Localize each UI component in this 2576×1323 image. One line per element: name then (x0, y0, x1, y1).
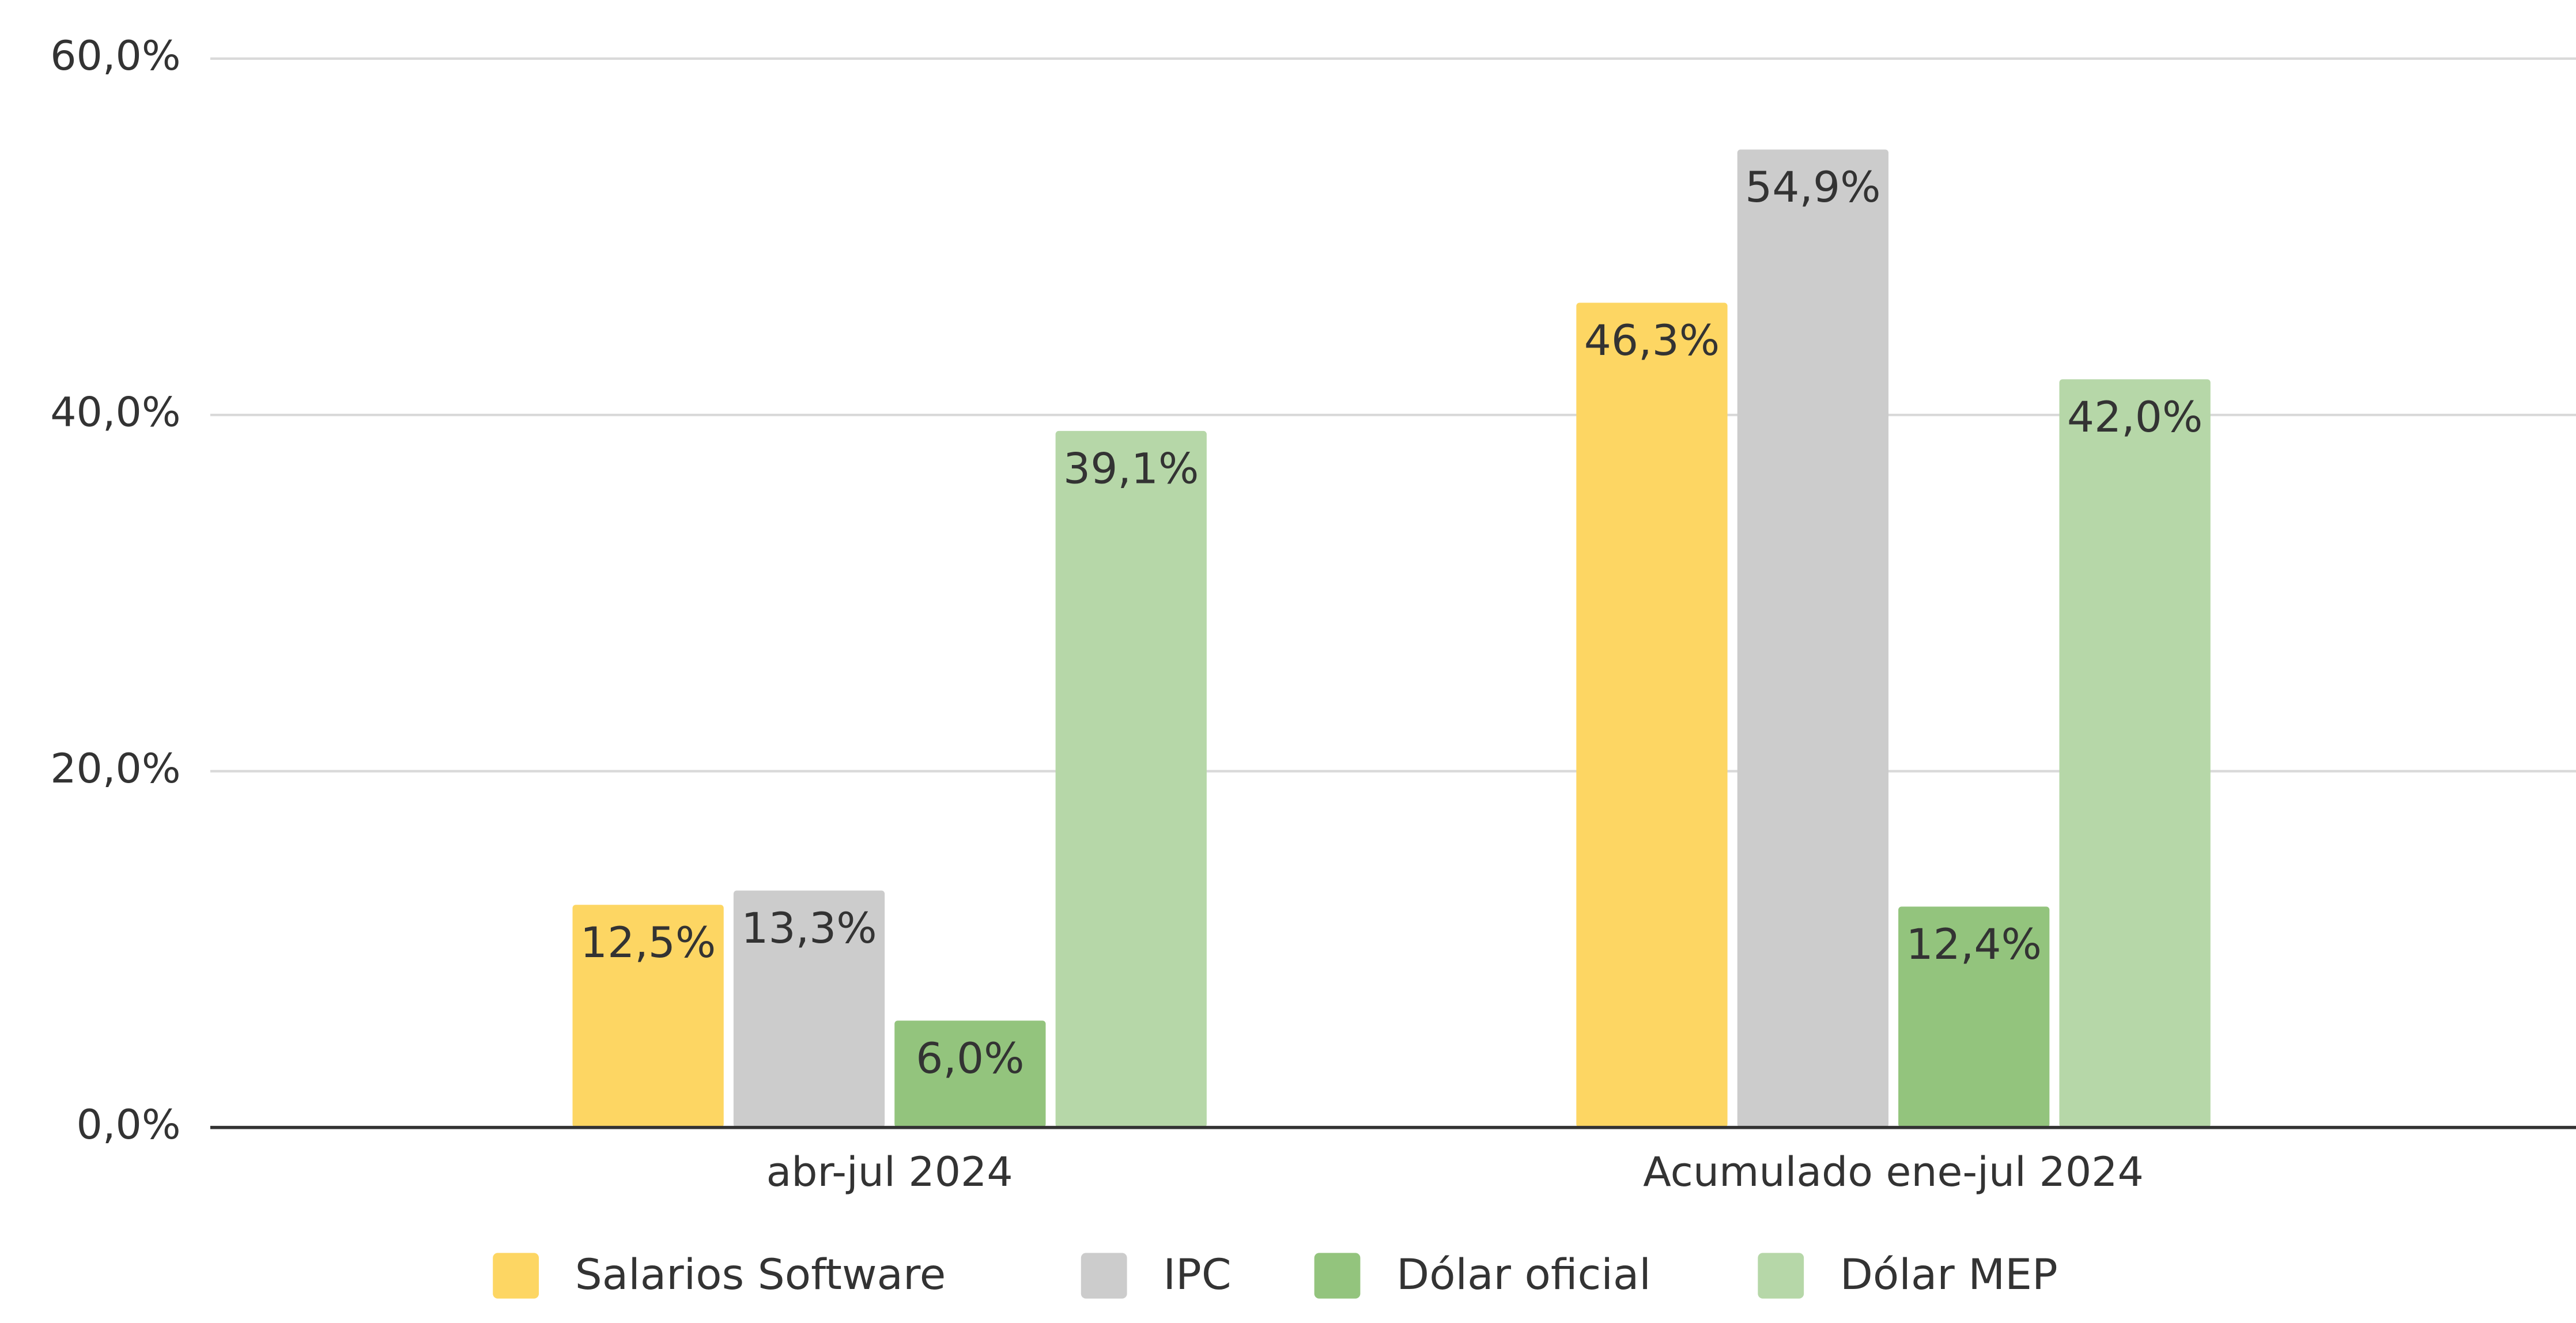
bar (1898, 906, 2050, 1128)
bar (1576, 303, 1728, 1128)
y-tick-label: 60,0% (50, 32, 180, 80)
value-label: 6,0% (916, 1034, 1024, 1083)
legend-label: Salarios Software (575, 1250, 946, 1299)
bar (1055, 430, 1207, 1128)
x-tick-label: Acumulado ene-jul 2024 (1643, 1148, 2144, 1196)
bar (733, 890, 885, 1128)
legend-label: Dólar MEP (1840, 1250, 2058, 1299)
y-tick-label: 20,0% (50, 744, 180, 792)
bar (572, 905, 724, 1128)
legend-label: IPC (1163, 1250, 1231, 1299)
y-tick-label: 40,0% (50, 388, 180, 436)
y-tick-label: 0,0% (77, 1101, 181, 1148)
value-label: 42,0% (2067, 392, 2203, 442)
value-label: 13,3% (741, 904, 877, 953)
value-label: 12,5% (580, 918, 716, 967)
value-label: 39,1% (1063, 444, 1199, 494)
bar (894, 1020, 1046, 1128)
value-label: 46,3% (1584, 316, 1720, 365)
legend-swatch (1758, 1253, 1804, 1299)
value-label: 54,9% (1745, 162, 1880, 212)
legend-swatch (1081, 1253, 1127, 1299)
bar (1737, 149, 1888, 1128)
legend-label: Dólar oficial (1396, 1250, 1651, 1299)
legend-swatch (1314, 1253, 1361, 1299)
legend-swatch (493, 1253, 539, 1299)
bar (2059, 379, 2211, 1128)
x-tick-label: abr-jul 2024 (766, 1148, 1013, 1196)
value-label: 12,4% (1906, 920, 2041, 969)
